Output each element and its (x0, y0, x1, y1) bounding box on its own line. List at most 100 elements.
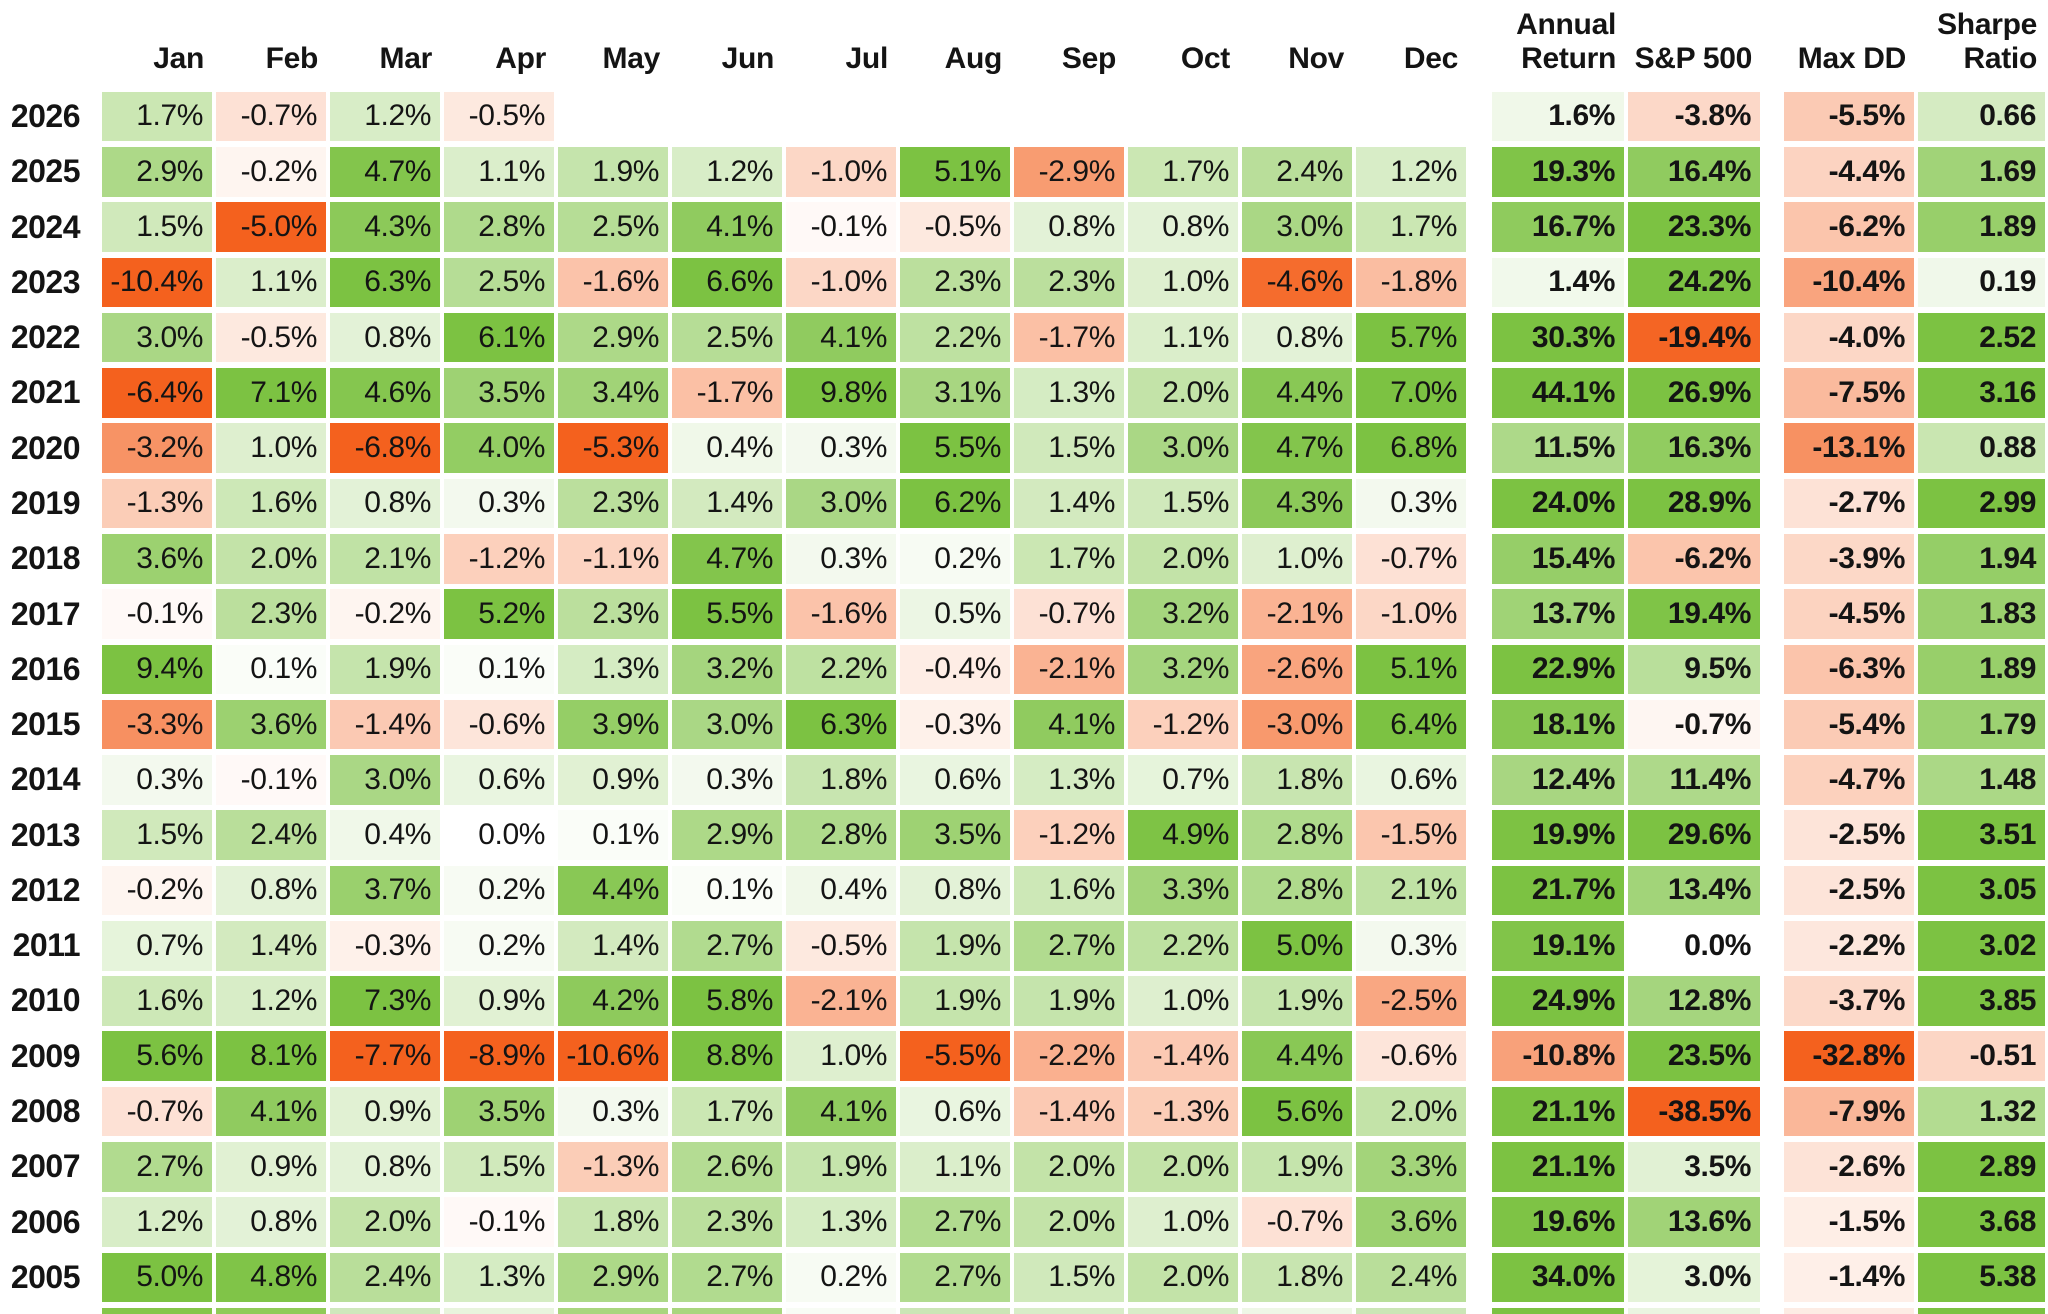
cell-2021-feb: 7.1% (216, 368, 326, 418)
partial-row-cell (216, 1307, 326, 1314)
cell-2014-jul: 1.8% (786, 755, 896, 805)
cell-2013-max-dd: -2.5% (1784, 810, 1914, 860)
partial-row-cell (672, 1307, 782, 1314)
cell-2025-oct: 1.7% (1128, 146, 1238, 197)
cell-2005-jul: 0.2% (786, 1252, 896, 1303)
cell-2010-annual-return: 24.9% (1492, 976, 1624, 1026)
cell-2025-nov: 2.4% (1242, 146, 1352, 197)
cell-2023-jul: -1.0% (786, 257, 896, 308)
year-label-2007: 2007 (10, 1148, 81, 1185)
cell-2018-oct: 2.0% (1128, 533, 1238, 584)
cell-2012-oct: 3.3% (1128, 865, 1238, 916)
partial-row-cell (102, 1307, 212, 1314)
cell-2022-jan: 3.0% (102, 312, 212, 363)
cell-2020-aug: 5.5% (900, 423, 1010, 473)
cell-2022-sp500: -19.4% (1628, 312, 1760, 363)
cell-2011-aug: 1.9% (900, 920, 1010, 971)
header-dec: Dec (1403, 42, 1458, 75)
header-sharpe-ratio: Sharpe Ratio (1937, 8, 2037, 75)
cell-2012-jan: -0.2% (102, 865, 212, 916)
partial-row-cell (1242, 1307, 1352, 1314)
cell-2016-apr: 0.1% (444, 644, 554, 695)
cell-2020-may: -5.3% (558, 423, 668, 473)
cell-2017-aug: 0.5% (900, 589, 1010, 639)
partial-row-cell (1784, 1307, 1914, 1314)
cell-2007-may: -1.3% (558, 1142, 668, 1192)
cell-2022-feb: -0.5% (216, 312, 326, 363)
cell-2022-aug: 2.2% (900, 312, 1010, 363)
cell-2018-apr: -1.2% (444, 533, 554, 584)
cell-2006-may: 1.8% (558, 1197, 668, 1247)
year-label-2010: 2010 (10, 982, 81, 1019)
cell-2006-oct: 1.0% (1128, 1197, 1238, 1247)
cell-2020-sep: 1.5% (1014, 423, 1124, 473)
cell-2024-sp500: 23.3% (1628, 202, 1760, 252)
cell-2012-aug: 0.8% (900, 865, 1010, 916)
cell-2023-apr: 2.5% (444, 257, 554, 308)
cell-2012-apr: 0.2% (444, 865, 554, 916)
cell-2014-nov: 1.8% (1242, 755, 1352, 805)
cell-2015-oct: -1.2% (1128, 699, 1238, 750)
cell-2011-jan: 0.7% (102, 920, 212, 971)
cell-2009-apr: -8.9% (444, 1031, 554, 1082)
cell-2023-oct: 1.0% (1128, 257, 1238, 308)
cell-2024-oct: 0.8% (1128, 202, 1238, 252)
cell-2017-max-dd: -4.5% (1784, 589, 1914, 639)
cell-2014-sharpe: 1.48 (1918, 755, 2045, 805)
cell-2019-oct: 1.5% (1128, 478, 1238, 529)
cell-2013-jul: 2.8% (786, 810, 896, 860)
cell-2020-sp500: 16.3% (1628, 423, 1760, 473)
cell-2026-apr: -0.5% (444, 91, 554, 142)
cell-2005-mar: 2.4% (330, 1252, 440, 1303)
cell-2022-mar: 0.8% (330, 312, 440, 363)
cell-2016-jun: 3.2% (672, 644, 782, 695)
cell-2024-mar: 4.3% (330, 202, 440, 252)
cell-2015-nov: -3.0% (1242, 699, 1352, 750)
year-label-2025: 2025 (10, 153, 81, 190)
header-nov: Nov (1288, 42, 1344, 75)
cell-2026-sharpe: 0.66 (1918, 91, 2045, 142)
cell-2007-jul: 1.9% (786, 1142, 896, 1192)
year-label-2023: 2023 (10, 263, 81, 300)
cell-2010-jan: 1.6% (102, 976, 212, 1026)
cell-2006-jul: 1.3% (786, 1197, 896, 1247)
partial-row-cell (1014, 1307, 1124, 1314)
header-feb: Feb (265, 42, 319, 75)
cell-2017-oct: 3.2% (1128, 589, 1238, 639)
cell-2005-sp500: 3.0% (1628, 1252, 1760, 1303)
cell-2007-jun: 2.6% (672, 1142, 782, 1192)
cell-2008-dec: 2.0% (1356, 1086, 1466, 1137)
cell-2025-feb: -0.2% (216, 146, 326, 197)
cell-2015-may: 3.9% (558, 699, 668, 750)
cell-2011-jun: 2.7% (672, 920, 782, 971)
cell-2026-nov (1242, 92, 1352, 142)
cell-2006-feb: 0.8% (216, 1197, 326, 1247)
header-max-dd: Max DD (1797, 42, 1907, 75)
cell-2012-jun: 0.1% (672, 865, 782, 916)
cell-2018-sharpe: 1.94 (1918, 533, 2045, 584)
cell-2006-apr: -0.1% (444, 1197, 554, 1247)
cell-2006-sharpe: 3.68 (1918, 1197, 2045, 1247)
cell-2010-apr: 0.9% (444, 976, 554, 1026)
cell-2008-may: 0.3% (558, 1086, 668, 1137)
cell-2007-dec: 3.3% (1356, 1142, 1466, 1192)
cell-2009-dec: -0.6% (1356, 1031, 1466, 1082)
cell-2018-sp500: -6.2% (1628, 533, 1760, 584)
cell-2010-sp500: 12.8% (1628, 976, 1760, 1026)
cell-2013-jan: 1.5% (102, 810, 212, 860)
cell-2025-jan: 2.9% (102, 146, 212, 197)
cell-2013-may: 0.1% (558, 810, 668, 860)
cell-2012-sharpe: 3.05 (1918, 865, 2045, 916)
header-apr: Apr (495, 42, 546, 75)
cell-2014-sep: 1.3% (1014, 755, 1124, 805)
cell-2019-max-dd: -2.7% (1784, 478, 1914, 529)
cell-2006-annual-return: 19.6% (1492, 1197, 1624, 1247)
header-sp500: S&P 500 (1634, 42, 1753, 75)
cell-2025-sep: -2.9% (1014, 146, 1124, 197)
cell-2021-jan: -6.4% (102, 368, 212, 418)
cell-2005-sharpe: 5.38 (1918, 1252, 2045, 1303)
cell-2007-annual-return: 21.1% (1492, 1142, 1624, 1192)
cell-2011-mar: -0.3% (330, 920, 440, 971)
cell-2026-max-dd: -5.5% (1784, 91, 1914, 142)
header-jan: Jan (153, 42, 204, 75)
